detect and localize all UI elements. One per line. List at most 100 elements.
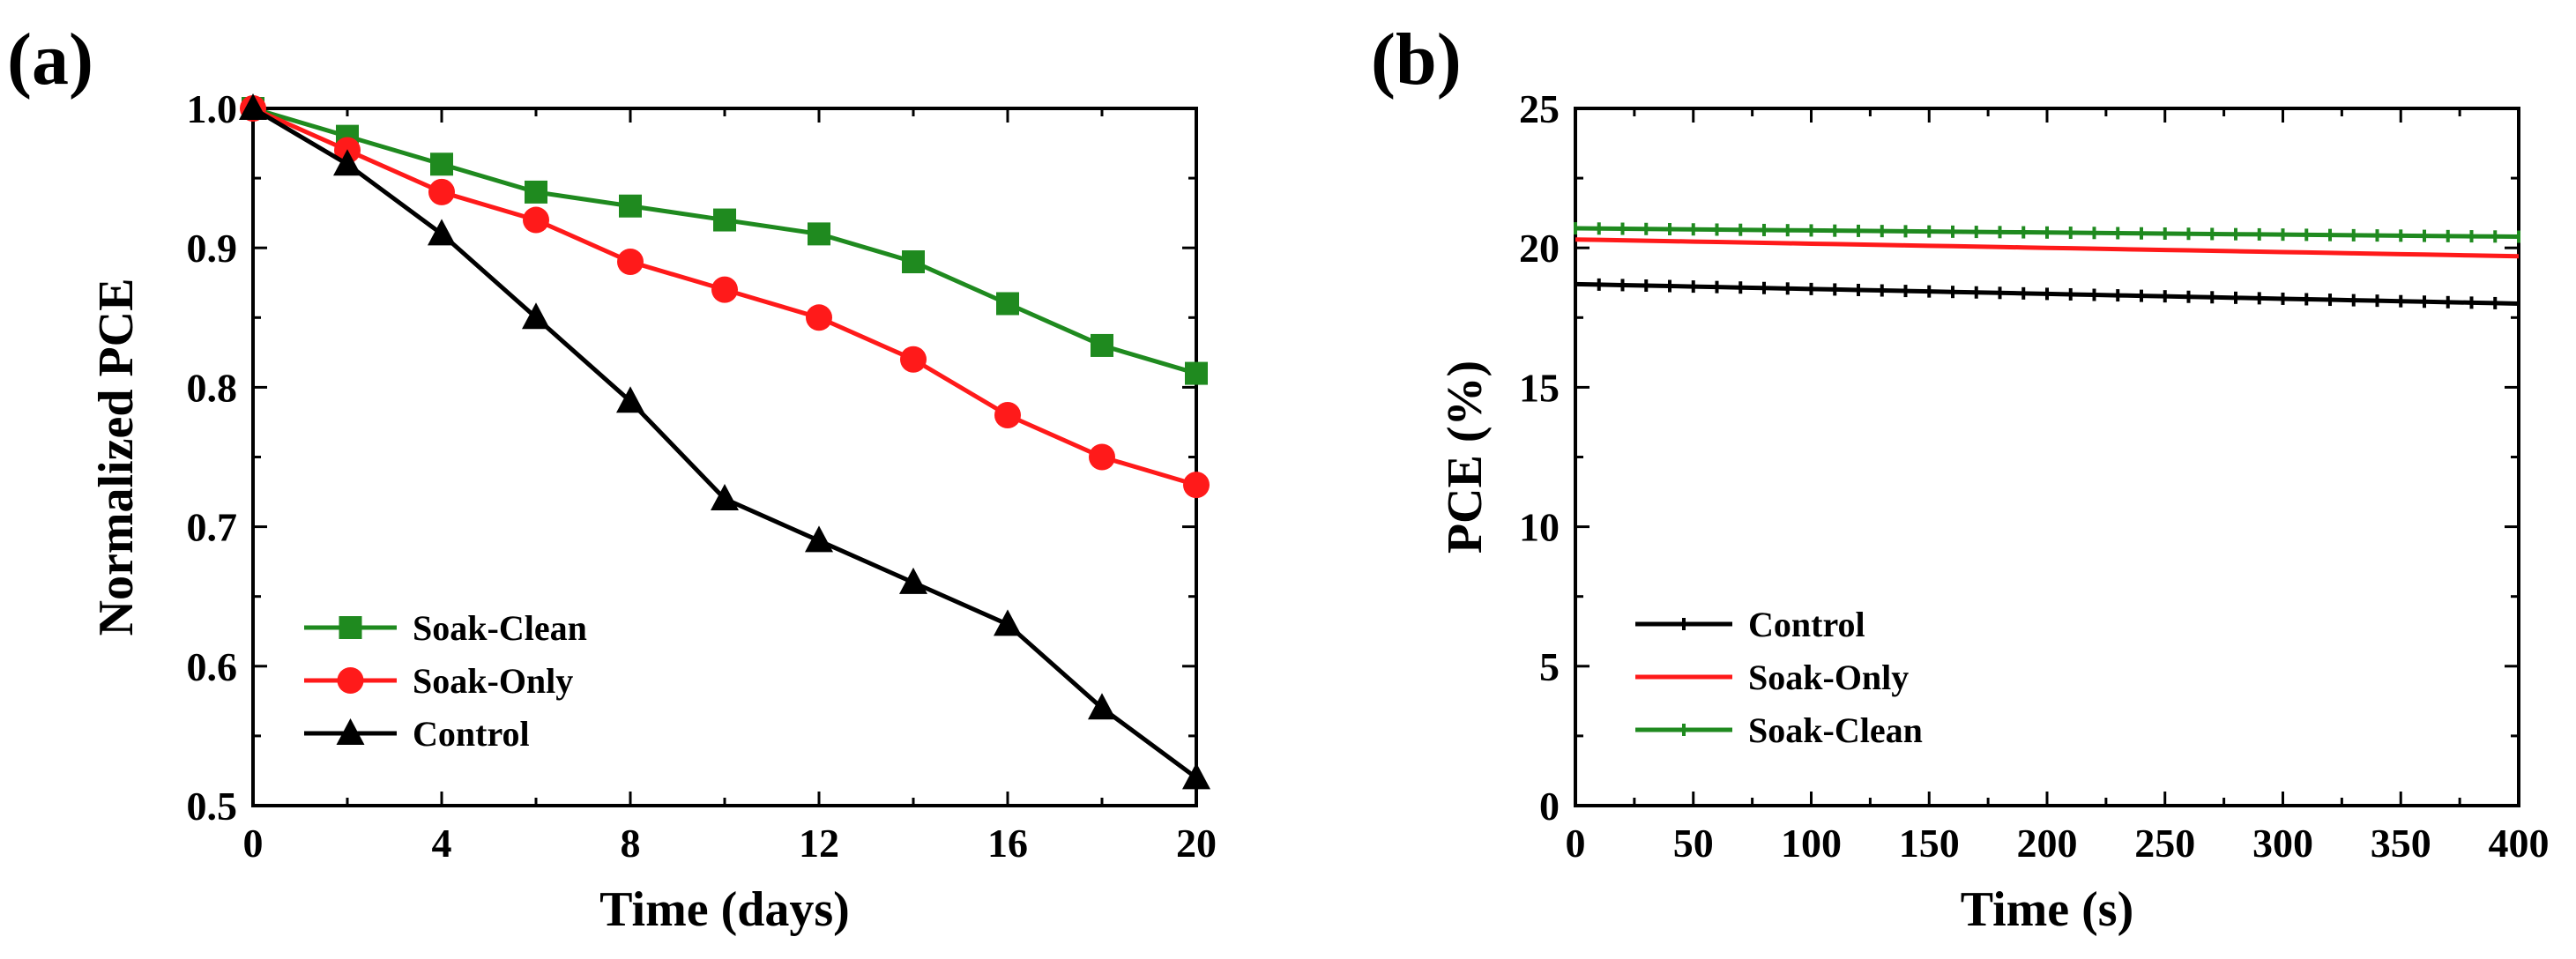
data-point (617, 249, 644, 276)
y-tick-label: 0.7 (187, 505, 238, 550)
data-point (1691, 223, 1695, 236)
data-point (2351, 228, 2356, 242)
data-point (1833, 283, 1837, 296)
series-control (239, 93, 1210, 790)
data-point (2021, 226, 2026, 239)
data-point (1785, 282, 1790, 295)
data-point (2351, 294, 2356, 307)
data-point (1903, 285, 1908, 298)
y-axis-label: PCE (%) (1438, 361, 1493, 554)
data-point (428, 219, 456, 246)
series-line (1575, 237, 2520, 259)
data-point (2092, 288, 2096, 301)
data-point (1880, 284, 1884, 297)
data-point (994, 609, 1022, 636)
data-point (2423, 229, 2426, 242)
y-tick-label: 0.8 (187, 365, 238, 410)
data-point (525, 180, 547, 204)
y-tick-label: 20 (1519, 226, 1560, 271)
panel-b: (b) 0 50 100 150 200 250 300 350 400 0 5 10 15 20 25 Tim… (1371, 19, 2550, 937)
data-point (1809, 224, 1813, 237)
data-point (1644, 279, 1649, 292)
x-tick-label: 20 (1176, 821, 1217, 866)
data-point (1927, 225, 1932, 238)
data-point (2281, 228, 2285, 242)
series-soak-only (1575, 237, 2520, 259)
data-point (2257, 227, 2261, 241)
x-axis-label: Time (s) (1961, 882, 2134, 937)
data-point (1574, 222, 1577, 235)
data-point (2375, 229, 2379, 242)
legend-label: Soak-Clean (413, 608, 587, 648)
data-point (711, 276, 738, 303)
data-point (2045, 226, 2049, 239)
data-point (1974, 286, 1978, 299)
y-axis-label: Normalized PCE (89, 279, 144, 636)
series-soak-clean (242, 97, 1208, 385)
data-point (900, 346, 927, 373)
data-point (2328, 228, 2332, 242)
data-point (711, 483, 739, 510)
data-point (1644, 222, 1649, 235)
data-point (2375, 294, 2379, 308)
data-point (1597, 222, 1601, 235)
data-point (2304, 228, 2309, 242)
series-soak-clean (1574, 222, 2520, 243)
data-point (2493, 296, 2498, 309)
series-control (1574, 278, 2520, 310)
data-point (2423, 295, 2426, 309)
data-point (428, 178, 455, 205)
data-point (2281, 292, 2285, 305)
data-point (1857, 224, 1860, 237)
data-point (1738, 281, 1743, 294)
data-point (1091, 333, 1113, 357)
x-tick-label: 12 (799, 821, 839, 866)
data-point (1880, 225, 1884, 238)
data-point (1183, 472, 1210, 499)
x-tick-label: 100 (1781, 821, 1842, 866)
legend-swatch-marker (1682, 618, 1686, 630)
data-point (1088, 693, 1116, 720)
data-point (1785, 224, 1790, 237)
legend-label: Soak-Only (1748, 658, 1909, 697)
data-point (1974, 226, 1978, 239)
y-tick-label: 0.5 (187, 784, 238, 829)
data-point (994, 402, 1021, 429)
legend-entry: Control (304, 714, 530, 754)
legend-label: Control (1748, 605, 1865, 644)
data-point (2493, 230, 2498, 243)
data-point (2186, 227, 2191, 241)
x-tick-label: 4 (432, 821, 452, 866)
data-point (2140, 289, 2143, 302)
data-point (1597, 278, 1601, 291)
data-point (2257, 292, 2261, 305)
x-tick-label: 300 (2252, 821, 2313, 866)
data-point (2163, 290, 2167, 303)
series-line (252, 106, 1197, 375)
y-tick-label: 0.9 (187, 226, 238, 271)
data-point (2234, 227, 2237, 241)
x-tick-label: 8 (621, 821, 641, 866)
legend-swatch-marker (1682, 724, 1686, 736)
x-tick-label: 0 (1566, 821, 1586, 866)
legend-entry: Soak-Clean (304, 608, 587, 648)
data-point (1998, 226, 2002, 239)
data-point (1903, 225, 1908, 238)
y-tick-label: 25 (1519, 86, 1560, 131)
data-point (2140, 227, 2143, 240)
y-tick-label: 1.0 (187, 86, 238, 131)
x-axis-label: Time (days) (599, 882, 850, 937)
plot-frame (1574, 107, 2520, 807)
x-tick-label: 250 (2134, 821, 2195, 866)
data-point (713, 208, 736, 232)
data-point (2116, 289, 2120, 302)
data-point (619, 194, 642, 218)
data-point (522, 302, 550, 330)
data-point (1715, 223, 1719, 236)
legend-label: Soak-Only (413, 661, 573, 701)
y-tick-label: 0.6 (187, 644, 238, 689)
data-point (1927, 285, 1932, 298)
data-point (1833, 224, 1837, 237)
data-point (2068, 287, 2073, 301)
